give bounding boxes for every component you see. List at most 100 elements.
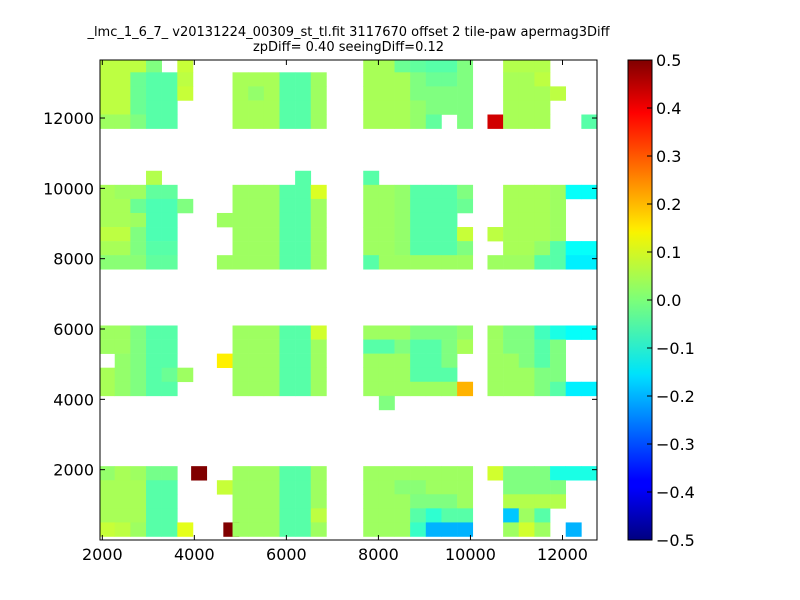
heatmap-cell bbox=[161, 100, 178, 115]
heatmap-cell bbox=[232, 241, 249, 256]
heatmap-cell bbox=[310, 339, 327, 354]
x-tick-label: 8000 bbox=[358, 545, 399, 564]
heatmap-cell bbox=[177, 60, 194, 73]
heatmap-cell bbox=[100, 241, 116, 256]
heatmap-cell bbox=[232, 72, 249, 87]
heatmap-cell bbox=[146, 100, 162, 115]
heatmap-cell bbox=[410, 339, 427, 354]
heatmap-cell bbox=[263, 86, 280, 101]
heatmap-cell bbox=[248, 212, 265, 228]
heatmap-cell bbox=[518, 480, 535, 495]
heatmap-cell bbox=[363, 184, 380, 200]
heatmap-cell bbox=[310, 522, 327, 537]
heatmap-cell bbox=[161, 353, 178, 368]
heatmap-cell bbox=[263, 480, 280, 495]
heatmap-cell bbox=[232, 494, 249, 509]
heatmap-cell bbox=[146, 508, 162, 523]
heatmap-cell bbox=[410, 241, 427, 256]
heatmap-cell bbox=[410, 212, 427, 228]
heatmap-cell bbox=[232, 353, 249, 368]
colorbar-tick-label: 0.0 bbox=[656, 291, 681, 310]
heatmap-cell bbox=[534, 255, 551, 270]
heatmap-cell bbox=[295, 227, 312, 242]
heatmap-cell bbox=[457, 86, 474, 101]
heatmap-cell bbox=[518, 100, 535, 115]
heatmap-cell bbox=[410, 114, 427, 129]
heatmap-cell bbox=[130, 381, 147, 397]
heatmap-cell bbox=[378, 395, 395, 411]
heatmap-cell bbox=[457, 241, 474, 256]
heatmap-cell bbox=[378, 60, 395, 73]
heatmap-cell bbox=[146, 212, 162, 228]
heatmap-cell bbox=[457, 480, 474, 495]
heatmap-cell bbox=[232, 522, 249, 537]
heatmap-cell bbox=[232, 212, 249, 228]
heatmap-cell bbox=[279, 198, 296, 214]
heatmap-cell bbox=[248, 100, 265, 115]
heatmap-cell bbox=[232, 508, 249, 523]
heatmap-cell bbox=[130, 353, 147, 368]
heatmap-cell bbox=[394, 367, 411, 383]
heatmap-cell bbox=[534, 381, 551, 397]
heatmap-cell bbox=[441, 198, 458, 214]
heatmap-cell bbox=[441, 381, 458, 397]
heatmap-cell bbox=[248, 241, 265, 256]
heatmap-cell bbox=[114, 522, 131, 537]
x-tick-label: 4000 bbox=[174, 545, 215, 564]
heatmap-cell bbox=[310, 72, 327, 87]
heatmap-cell bbox=[146, 339, 162, 354]
colorbar-tick-label: 0.5 bbox=[656, 51, 681, 70]
heatmap-cell bbox=[503, 339, 520, 354]
heatmap-cell bbox=[550, 494, 567, 509]
heatmap-cell bbox=[534, 86, 551, 101]
heatmap-cell bbox=[310, 325, 327, 340]
colorbar-tick-label: 0.1 bbox=[656, 243, 681, 262]
heatmap-cell bbox=[410, 255, 427, 270]
heatmap-cell bbox=[130, 114, 147, 129]
heatmap-cell bbox=[550, 466, 567, 481]
heatmap-cell bbox=[518, 325, 535, 340]
heatmap-cell bbox=[363, 339, 380, 354]
heatmap-cell bbox=[295, 494, 312, 509]
heatmap-cell bbox=[295, 212, 312, 228]
heatmap-cell bbox=[518, 72, 535, 87]
heatmap-cell bbox=[100, 212, 116, 228]
heatmap-cell bbox=[565, 255, 582, 270]
heatmap-cell bbox=[114, 227, 131, 242]
heatmap-cell bbox=[487, 114, 504, 129]
heatmap-cell bbox=[263, 241, 280, 256]
heatmap-cell bbox=[114, 508, 131, 523]
heatmap-cell bbox=[279, 325, 296, 340]
heatmap-cell bbox=[295, 114, 312, 129]
heatmap-cell bbox=[457, 466, 474, 481]
heatmap-cell bbox=[378, 100, 395, 115]
heatmap-cell bbox=[161, 114, 178, 129]
heatmap-cell bbox=[503, 466, 520, 481]
heatmap-cell bbox=[310, 212, 327, 228]
heatmap-cell bbox=[248, 480, 265, 495]
heatmap-cell bbox=[100, 494, 116, 509]
heatmap-cell bbox=[248, 198, 265, 214]
heatmap-cell bbox=[295, 480, 312, 495]
heatmap-cell bbox=[441, 522, 458, 537]
heatmap-cell bbox=[394, 184, 411, 200]
heatmap-cell bbox=[114, 198, 131, 214]
heatmap-cell bbox=[295, 72, 312, 87]
heatmap-cell bbox=[425, 198, 442, 214]
heatmap-cell bbox=[487, 367, 504, 383]
heatmap-cell bbox=[310, 114, 327, 129]
heatmap-cell bbox=[363, 480, 380, 495]
x-tick-label: 12000 bbox=[537, 545, 588, 564]
heatmap-cell bbox=[441, 325, 458, 340]
heatmap-cell bbox=[550, 255, 567, 270]
heatmap-cell bbox=[130, 367, 147, 383]
heatmap-cell bbox=[378, 198, 395, 214]
heatmap-cell bbox=[146, 86, 162, 101]
heatmap-cell bbox=[232, 339, 249, 354]
heatmap-cell bbox=[161, 72, 178, 87]
heatmap-cell bbox=[550, 339, 567, 354]
heatmap-cell bbox=[457, 198, 474, 214]
heatmap-cell bbox=[410, 60, 427, 73]
heatmap-cell bbox=[295, 86, 312, 101]
heatmap-cell bbox=[394, 325, 411, 340]
